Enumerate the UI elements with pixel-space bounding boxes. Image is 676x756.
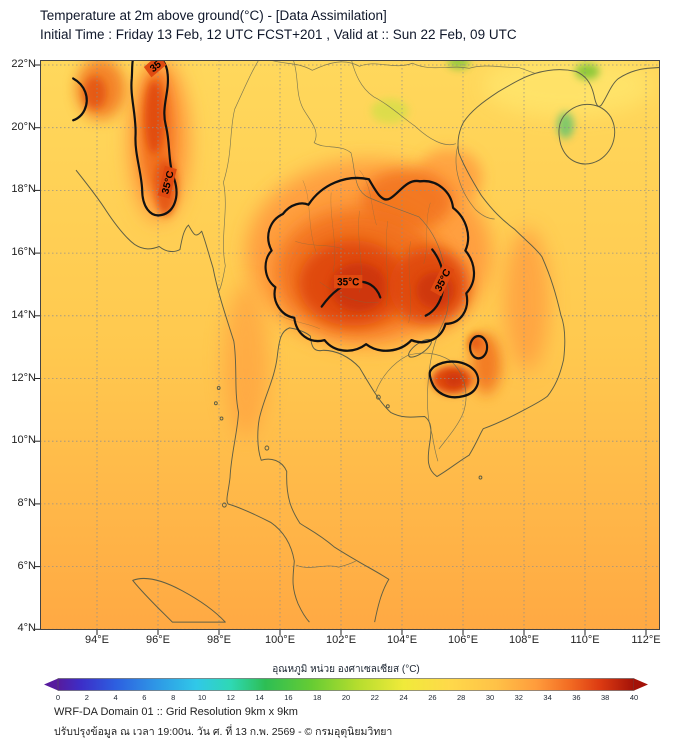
x-tick-label: 106°E <box>447 634 479 646</box>
country-borders <box>217 60 536 568</box>
header: Temperature at 2m above ground(°C) - [Da… <box>40 6 517 44</box>
colorbar-tick: 8 <box>171 693 176 702</box>
y-tick-label: 16°N <box>11 246 36 258</box>
colorbar-tick: 6 <box>142 693 147 702</box>
map-subtitle: Initial Time : Friday 13 Feb, 12 UTC FCS… <box>40 27 517 42</box>
y-tick-label: 12°N <box>11 372 36 384</box>
colorbar-label: อุณหภูมิ หน่วย องศาเซลเซียส (°C) <box>272 664 420 675</box>
colorbar-tick: 2 <box>84 693 89 702</box>
x-tick-label: 108°E <box>508 634 540 646</box>
x-tick-label: 100°E <box>264 634 296 646</box>
colorbar-tick: 34 <box>543 693 552 702</box>
colorbar-tick: 36 <box>572 693 581 702</box>
colorbar-tick: 20 <box>341 693 351 702</box>
x-tick-label: 112°E <box>631 634 661 646</box>
colorbar-tick: 28 <box>457 693 466 702</box>
x-tick-label: 94°E <box>85 634 109 646</box>
footer-domain-info: WRF-DA Domain 01 :: Grid Resolution 9km … <box>54 706 298 718</box>
colorbar-gradient-bar <box>57 678 635 691</box>
colorbar-tick: 30 <box>485 693 495 702</box>
colorbar-arrow-left <box>44 678 58 691</box>
colorbar-tick: 22 <box>370 693 379 702</box>
colorbar-tick: 0 <box>55 693 61 702</box>
x-tick-label: 96°E <box>146 634 170 646</box>
axis-tick-marks <box>35 64 647 635</box>
y-tick-label: 14°N <box>11 309 36 321</box>
x-tick-label: 110°E <box>570 634 600 646</box>
x-tick-label: 104°E <box>386 634 418 646</box>
colorbar-tick: 24 <box>399 693 408 702</box>
y-tick-label: 4°N <box>17 622 36 634</box>
colorbar-tick: 18 <box>313 693 322 702</box>
x-tick-label: 102°E <box>325 634 357 646</box>
graticule-grid <box>40 60 660 630</box>
y-tick-label: 22°N <box>11 58 36 70</box>
hainan-island <box>558 103 616 165</box>
map-title: Temperature at 2m above ground(°C) - [Da… <box>40 8 387 23</box>
colorbar-tick: 14 <box>255 693 264 702</box>
coastline <box>75 66 660 623</box>
y-tick-label: 20°N <box>11 121 36 133</box>
x-tick-label: 98°E <box>207 634 231 646</box>
contour-labels: 35 35°C 35°C 35°C <box>143 60 455 297</box>
contour-label-central-west: 35°C <box>337 277 360 288</box>
colorbar-tick: 16 <box>284 693 293 702</box>
y-tick-label: 10°N <box>11 434 36 446</box>
temperature-map-svg: 35 35°C 35°C 35°C <box>35 60 660 635</box>
colorbar-tick: 32 <box>514 693 523 702</box>
colorbar-svg <box>44 678 648 691</box>
temperature-hot-regions <box>76 60 653 437</box>
y-tick-label: 8°N <box>17 497 36 509</box>
colorbar-arrow-right <box>634 678 648 691</box>
footer-update-info: ปรับปรุงข้อมูล ณ เวลา 19:00น. วัน ศ. ที่… <box>54 726 393 738</box>
plot-border <box>40 60 660 630</box>
colorbar-tick: 10 <box>197 693 207 702</box>
colorbar-tick: 40 <box>629 693 639 702</box>
y-tick-label: 6°N <box>17 560 36 572</box>
colorbar-tick: 26 <box>428 693 437 702</box>
colorbar-tick: 4 <box>113 693 118 702</box>
colorbar: 0 2 4 6 8 10 12 14 16 18 20 22 24 26 28 … <box>44 678 648 712</box>
sumatra-coast <box>132 577 226 623</box>
map-plot: 35 35°C 35°C 35°C <box>11 58 660 646</box>
colorbar-tick: 38 <box>601 693 610 702</box>
y-tick-label: 18°N <box>11 183 36 195</box>
colorbar-tick: 12 <box>226 693 235 702</box>
